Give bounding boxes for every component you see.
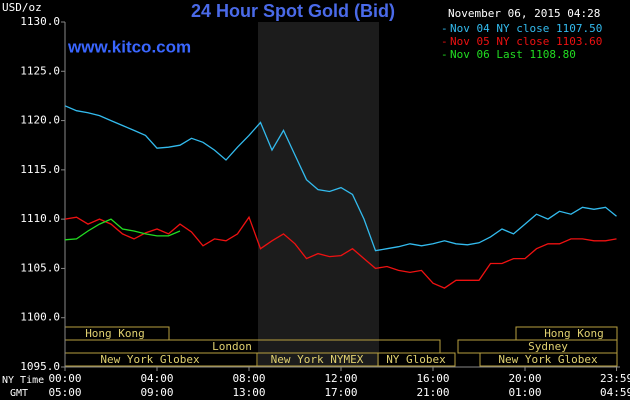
y-tick-label: 1125.0 [20, 64, 60, 77]
price-line [64, 215, 617, 289]
x2-tick-label: 17:00 [324, 386, 357, 399]
price-line [64, 218, 181, 241]
session-label: Hong Kong [544, 327, 604, 340]
x2-tick-label: 13:00 [232, 386, 265, 399]
session-label: London [212, 340, 252, 353]
legend-marker: - [441, 48, 448, 61]
x2-tick-label: 21:00 [416, 386, 449, 399]
legend-label: Nov 05 NY close 1103.60 [450, 35, 602, 48]
x-tick-label: 08:00 [232, 372, 265, 385]
x-tick-label: 04:00 [140, 372, 173, 385]
x2-tick-label: 09:00 [140, 386, 173, 399]
date-stamp: November 06, 2015 04:28 [448, 7, 600, 20]
x2-tick-label: 05:00 [48, 386, 81, 399]
x-tick-label: 23:59 [600, 372, 630, 385]
x-tick-label: 20:00 [508, 372, 541, 385]
watermark: www.kitco.com [67, 37, 191, 56]
price-line [64, 105, 617, 252]
y-tick-label: 1095.0 [20, 360, 60, 373]
session-label: Sydney [528, 340, 568, 353]
y-tick-label: 1115.0 [20, 163, 60, 176]
y-tick-label: 1120.0 [20, 114, 60, 127]
x-tick-label: 00:00 [48, 372, 81, 385]
chart-title: 24 Hour Spot Gold (Bid) [191, 1, 395, 21]
x-tick-label: 12:00 [324, 372, 357, 385]
session-label: Hong Kong [85, 327, 145, 340]
y-tick-label: 1110.0 [20, 212, 60, 225]
x-axis-label: NY Time [2, 375, 44, 386]
y-tick-label: 1130.0 [20, 15, 60, 28]
legend-marker: - [441, 35, 448, 48]
legend-label: Nov 04 NY close 1107.50 [450, 22, 602, 35]
y-tick-label: 1105.0 [20, 261, 60, 274]
x-tick-label: 16:00 [416, 372, 449, 385]
session-label: New York NYMEX [271, 353, 364, 366]
nymex-shade [258, 22, 379, 367]
x2-tick-label: 04:59 [600, 386, 630, 399]
x2-tick-label: 01:00 [508, 386, 541, 399]
session-box [64, 339, 441, 354]
session-box [479, 352, 618, 367]
session-box [377, 352, 456, 367]
sessions: Hong Kong Hong Kong London Sydney New Yo… [64, 326, 618, 367]
y-axis-label: USD/oz [2, 1, 42, 14]
legend-label: Nov 06 Last 1108.80 [450, 48, 576, 61]
session-label: NY Globex [386, 353, 446, 366]
y-tick-label: 1100.0 [20, 311, 60, 324]
x2-axis-label: GMT [10, 388, 28, 399]
session-label: New York Globex [498, 353, 598, 366]
legend-marker: - [441, 22, 448, 35]
session-label: New York Globex [100, 353, 200, 366]
